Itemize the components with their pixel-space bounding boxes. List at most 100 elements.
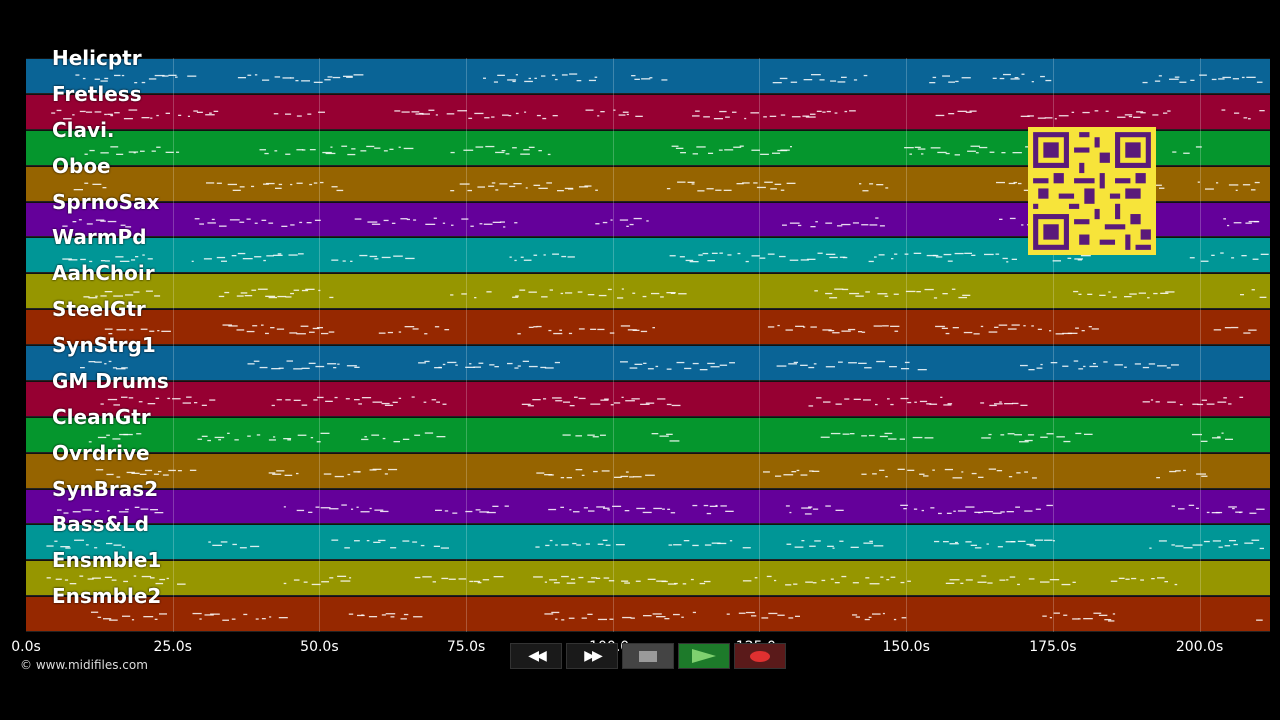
note <box>719 110 727 113</box>
note <box>631 75 636 77</box>
note <box>801 540 805 542</box>
note <box>320 506 331 508</box>
note <box>88 440 92 443</box>
note <box>356 506 359 508</box>
note <box>268 471 276 474</box>
note <box>703 504 709 506</box>
note <box>1148 363 1156 365</box>
note <box>293 368 303 370</box>
note <box>816 397 822 399</box>
note <box>861 473 867 475</box>
note <box>123 117 133 120</box>
note <box>751 615 757 617</box>
note <box>678 293 687 295</box>
note <box>935 325 945 328</box>
stop-icon <box>639 650 657 662</box>
note <box>533 184 541 186</box>
rewind-button[interactable]: ◀◀ <box>510 643 562 669</box>
note <box>1008 182 1016 184</box>
note <box>901 617 907 619</box>
note <box>916 291 921 293</box>
note <box>999 401 1002 403</box>
note <box>324 79 331 81</box>
note <box>723 189 732 191</box>
note <box>252 325 258 327</box>
note <box>656 580 667 583</box>
note <box>552 114 558 117</box>
note <box>776 365 787 367</box>
note <box>562 434 571 436</box>
note <box>921 153 924 155</box>
note <box>878 254 885 256</box>
note <box>560 293 564 295</box>
note <box>533 326 538 328</box>
note <box>1174 76 1180 78</box>
note <box>548 473 554 476</box>
note <box>442 222 446 224</box>
note <box>361 614 364 616</box>
note <box>594 76 598 78</box>
note <box>74 539 84 542</box>
note <box>1228 183 1239 186</box>
note <box>479 222 483 224</box>
note <box>278 183 283 185</box>
note <box>97 616 102 619</box>
note <box>536 472 545 474</box>
note <box>316 327 323 329</box>
note <box>1012 402 1019 404</box>
note <box>1196 507 1199 509</box>
note <box>986 543 989 546</box>
note <box>1018 182 1022 184</box>
note <box>989 404 997 406</box>
note <box>213 110 219 112</box>
note <box>119 261 130 263</box>
note <box>829 257 838 259</box>
stop-button[interactable] <box>622 643 674 669</box>
note <box>161 330 171 333</box>
note <box>921 509 924 511</box>
note <box>962 294 971 297</box>
note <box>1031 81 1034 83</box>
note <box>1231 257 1235 259</box>
note <box>868 434 875 436</box>
note <box>1253 220 1260 222</box>
note <box>1189 257 1195 259</box>
note <box>141 81 146 84</box>
note <box>930 506 935 508</box>
note <box>220 541 228 543</box>
play-button[interactable] <box>678 643 730 669</box>
note <box>63 511 69 514</box>
track-lane <box>26 58 1270 94</box>
note <box>446 113 455 115</box>
note <box>297 434 307 436</box>
note <box>835 403 842 405</box>
note <box>346 76 353 78</box>
note <box>256 434 261 436</box>
record-button[interactable] <box>734 643 786 669</box>
note <box>1178 507 1185 509</box>
note <box>203 258 212 260</box>
note <box>603 507 610 509</box>
note <box>670 292 676 295</box>
note <box>177 583 186 586</box>
note <box>145 290 153 293</box>
note <box>104 260 110 262</box>
note-marks <box>62 252 1269 263</box>
note <box>153 473 159 475</box>
note <box>432 581 436 583</box>
note <box>890 325 900 328</box>
note <box>112 367 117 369</box>
note <box>842 433 850 435</box>
note <box>80 367 85 369</box>
note <box>351 147 356 150</box>
note <box>301 290 309 292</box>
fast-forward-button[interactable]: ▶▶ <box>566 643 618 669</box>
note <box>1052 260 1061 262</box>
note <box>503 225 506 228</box>
note <box>434 367 442 369</box>
note <box>388 468 398 470</box>
note <box>1074 258 1083 260</box>
note <box>1243 332 1251 334</box>
note <box>393 255 403 258</box>
note <box>1087 293 1093 296</box>
